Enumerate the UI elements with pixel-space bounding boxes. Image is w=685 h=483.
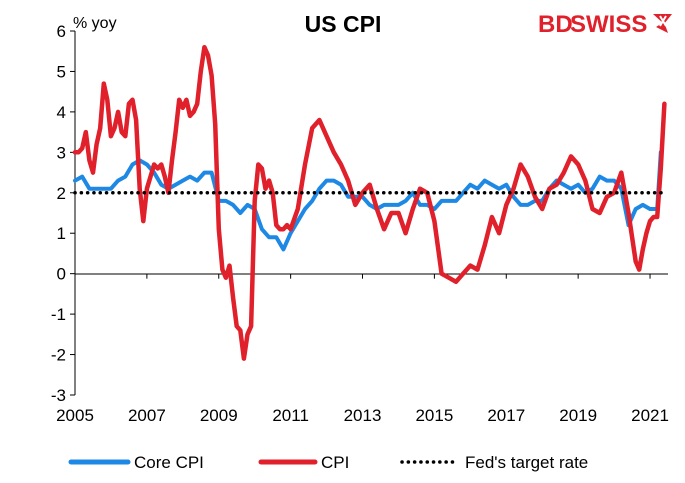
- bdswiss-logo: BD SWISS: [538, 11, 672, 38]
- y-axis-unit-label: % yoy: [73, 15, 117, 32]
- x-tick-label: 2009: [200, 406, 238, 425]
- series-layer: [72, 44, 667, 361]
- legend-item-cpi: CPI: [258, 453, 349, 472]
- x-tick-label: 2007: [128, 406, 166, 425]
- legend-item-core-cpi: Core CPI: [68, 453, 204, 472]
- legend-label-fed-target: Fed's target rate: [465, 453, 588, 472]
- y-tick-label: 2: [57, 184, 66, 203]
- legend: Core CPI CPI Fed's target rate: [68, 453, 588, 472]
- series-core-cpi-line: [73, 150, 663, 252]
- chart-title: US CPI: [305, 11, 382, 37]
- logo-text-swiss: SWISS: [570, 11, 647, 38]
- x-tick-label: 2017: [487, 406, 525, 425]
- x-tick-label: 2011: [272, 406, 309, 425]
- y-tick-label: 1: [57, 224, 66, 243]
- y-tick-label: -3: [51, 386, 66, 405]
- y-tick-label: 6: [57, 22, 66, 41]
- legend-label-core-cpi: Core CPI: [134, 453, 204, 472]
- y-tick-label: 5: [57, 62, 66, 81]
- x-tick-label: 2005: [56, 406, 94, 425]
- legend-item-fed-target: Fed's target rate: [400, 453, 588, 472]
- x-tick-label: 2019: [559, 406, 597, 425]
- y-tick-label: -2: [51, 346, 66, 365]
- x-tick-label: 2021: [631, 406, 669, 425]
- y-axis-ticks: 6 5 4 3 2 1 0 -1 -2 -3: [51, 22, 75, 405]
- y-tick-label: 3: [57, 143, 66, 162]
- x-tick-label: 2015: [415, 406, 453, 425]
- x-axis-ticks: 2005 2007 2009 2011 2013 2015 2017 2019 2021: [56, 273, 669, 425]
- series-cpi-line: [72, 44, 667, 361]
- legend-label-cpi: CPI: [321, 453, 349, 472]
- y-tick-label: 4: [57, 103, 66, 122]
- logo-text-bd: BD: [538, 11, 573, 38]
- logo-arrow-icon: [653, 14, 672, 33]
- y-tick-label: 0: [57, 265, 66, 284]
- x-tick-label: 2013: [344, 406, 382, 425]
- y-tick-label: -1: [51, 305, 66, 324]
